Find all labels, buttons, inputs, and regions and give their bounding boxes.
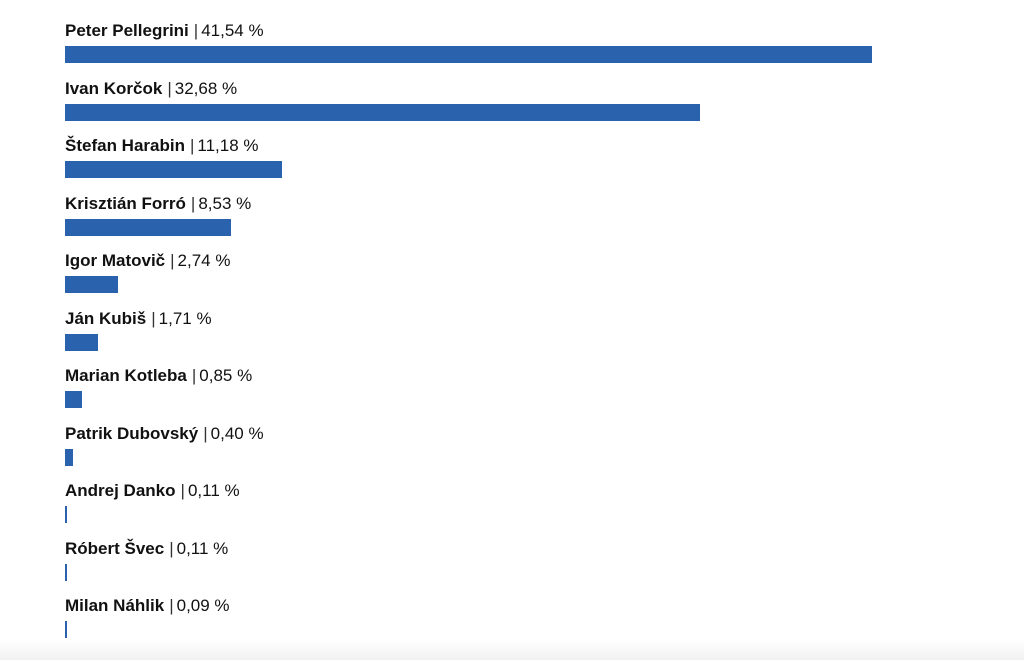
vote-share-bar [65, 621, 67, 638]
vote-share-label: 0,11 % [187, 481, 240, 500]
vote-share-label: 0,11 % [176, 538, 229, 558]
vote-share-bar [65, 448, 73, 466]
vote-share-bar [65, 391, 82, 408]
vote-share-bar [65, 46, 873, 63]
candidate-name: Ivan Korčok [65, 78, 163, 98]
candidate-name: Ján Kubiš [65, 308, 147, 328]
candidate-name: Róbert Švec [65, 538, 165, 558]
bar-row: Krisztián Forró | 8,53 % [65, 193, 965, 237]
label-separator: | [190, 193, 196, 213]
label-separator: | [203, 423, 208, 443]
bar-label: Andrej Danko | 0,11 % [65, 480, 240, 502]
candidate-name: Andrej Danko [65, 481, 176, 500]
label-separator: | [193, 21, 199, 40]
candidate-name: Patrik Dubovský [65, 423, 199, 443]
vote-share-bar [65, 103, 701, 121]
label-separator: | [180, 481, 185, 500]
bar-row: Igor Matovič | 2,74 % [65, 250, 965, 294]
vote-share-label: 41,54 % [201, 21, 264, 40]
vote-share-label: 1,71 % [158, 308, 212, 328]
vote-share-label: 0,09 % [176, 596, 230, 615]
label-separator: | [167, 78, 172, 98]
vote-share-bar [65, 506, 68, 523]
bar-label: Ján Kubiš | 1,71 % [65, 308, 212, 330]
bar-label: Patrik Dubovský | 0,40 % [65, 423, 264, 445]
results-bar-chart: Peter Pellegrini | 41,54 % Ivan Korčok | 32,6… [65, 20, 965, 639]
label-separator: | [191, 366, 197, 385]
label-separator: | [151, 308, 156, 328]
candidate-name: Krisztián Forró [65, 193, 186, 213]
vote-share-bar [65, 161, 283, 178]
bar-label: Krisztián Forró | 8,53 % [65, 193, 251, 215]
candidate-name: Igor Matovič [65, 251, 166, 270]
bar-label: Štefan Harabin | 11,18 % [65, 135, 259, 157]
bar-row: Róbert Švec | 0,11 % [65, 538, 965, 582]
bar-label: Marian Kotleba | 0,85 % [65, 365, 252, 387]
vote-share-label: 8,53 % [198, 193, 252, 213]
vote-share-label: 32,68 % [174, 78, 238, 98]
vote-share-bar [65, 563, 68, 581]
label-separator: | [189, 136, 195, 155]
bar-row: Peter Pellegrini | 41,54 % [65, 20, 965, 64]
candidate-name: Štefan Harabin [65, 136, 185, 155]
vote-share-label: 0,85 % [199, 366, 253, 385]
vote-share-bar [65, 276, 119, 293]
label-separator: | [169, 596, 174, 615]
bar-row: Ján Kubiš | 1,71 % [65, 308, 965, 352]
bar-row: Patrik Dubovský | 0,40 % [65, 423, 965, 467]
bar-label: Peter Pellegrini | 41,54 % [65, 20, 264, 42]
bar-label: Róbert Švec | 0,11 % [65, 538, 228, 560]
vote-share-label: 2,74 % [177, 251, 231, 270]
vote-share-label: 11,18 % [197, 136, 259, 155]
bar-row: Marian Kotleba | 0,85 % [65, 365, 965, 409]
label-separator: | [169, 538, 174, 558]
vote-share-bar [65, 218, 231, 236]
bar-row: Milan Náhlik | 0,09 % [65, 595, 965, 639]
bar-label: Ivan Korčok | 32,68 % [65, 78, 237, 100]
vote-share-bar [65, 333, 99, 351]
bar-row: Štefan Harabin | 11,18 % [65, 135, 965, 179]
bar-row: Ivan Korčok | 32,68 % [65, 78, 965, 122]
label-separator: | [170, 251, 175, 270]
page-footer-fade [0, 640, 1024, 660]
bar-row: Andrej Danko | 0,11 % [65, 480, 965, 524]
vote-share-label: 0,40 % [210, 423, 264, 443]
bar-label: Igor Matovič | 2,74 % [65, 250, 230, 272]
bar-label: Milan Náhlik | 0,09 % [65, 595, 230, 617]
candidate-name: Milan Náhlik [65, 596, 165, 615]
candidate-name: Peter Pellegrini [65, 21, 189, 40]
candidate-name: Marian Kotleba [65, 366, 187, 385]
